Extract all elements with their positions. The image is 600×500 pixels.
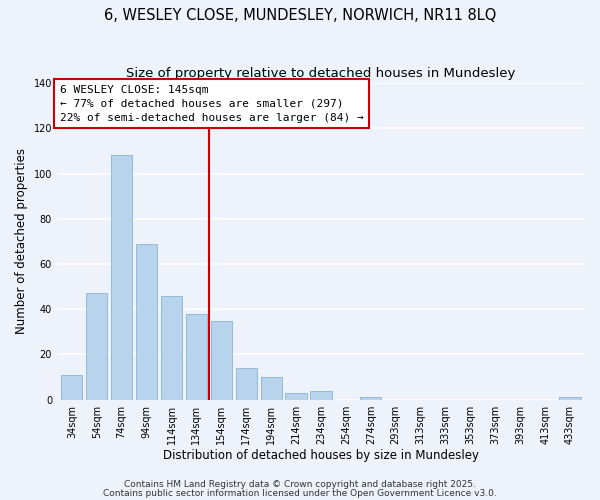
Text: Contains public sector information licensed under the Open Government Licence v3: Contains public sector information licen… [103, 488, 497, 498]
Bar [211, 320, 232, 400]
Bar [161, 296, 182, 400]
Bar [360, 398, 382, 400]
Bar [559, 398, 581, 400]
Bar [61, 375, 82, 400]
Bar [111, 156, 132, 400]
Bar [260, 377, 282, 400]
Text: 6, WESLEY CLOSE, MUNDESLEY, NORWICH, NR11 8LQ: 6, WESLEY CLOSE, MUNDESLEY, NORWICH, NR1… [104, 8, 496, 22]
Bar [286, 393, 307, 400]
Bar [236, 368, 257, 400]
Text: Contains HM Land Registry data © Crown copyright and database right 2025.: Contains HM Land Registry data © Crown c… [124, 480, 476, 489]
Text: 6 WESLEY CLOSE: 145sqm
← 77% of detached houses are smaller (297)
22% of semi-de: 6 WESLEY CLOSE: 145sqm ← 77% of detached… [59, 84, 364, 122]
X-axis label: Distribution of detached houses by size in Mundesley: Distribution of detached houses by size … [163, 450, 479, 462]
Bar [310, 390, 332, 400]
Bar [136, 244, 157, 400]
Bar [86, 294, 107, 400]
Y-axis label: Number of detached properties: Number of detached properties [15, 148, 28, 334]
Title: Size of property relative to detached houses in Mundesley: Size of property relative to detached ho… [126, 68, 515, 80]
Bar [186, 314, 207, 400]
